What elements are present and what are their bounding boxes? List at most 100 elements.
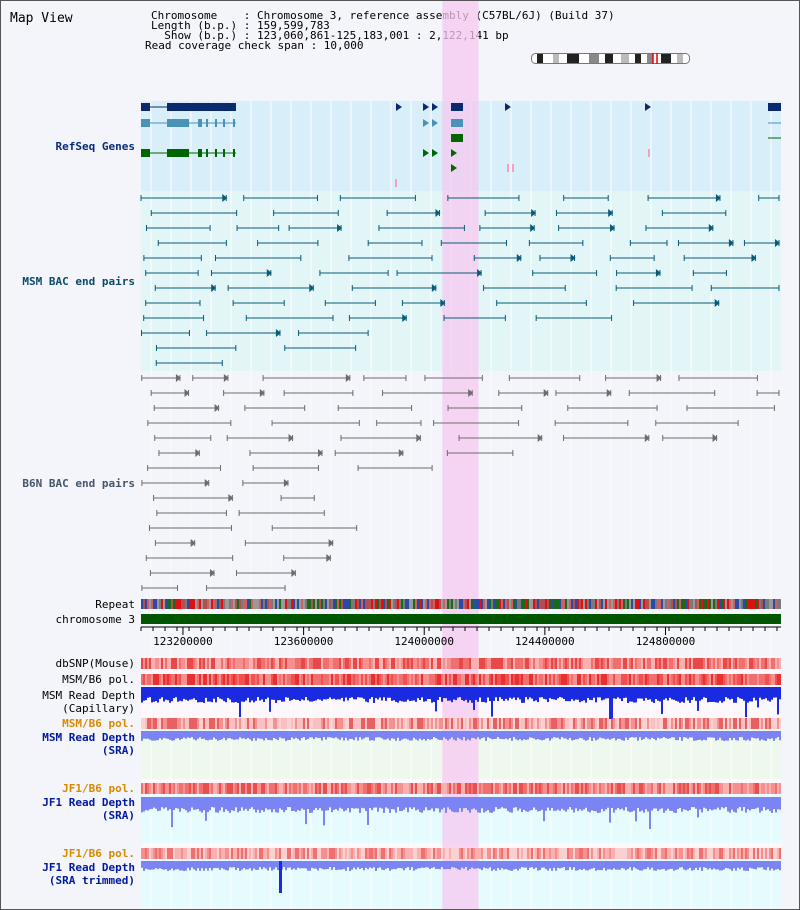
heat-cell xyxy=(433,658,435,669)
heat-cell xyxy=(461,848,463,859)
depth-bar xyxy=(409,687,411,701)
heat-cell xyxy=(497,848,499,859)
heat-cell xyxy=(703,783,705,794)
heat-cell xyxy=(257,783,259,794)
depth-bar xyxy=(299,861,301,869)
heat-cell xyxy=(703,848,705,859)
depth-bar xyxy=(657,731,659,738)
heat-cell xyxy=(571,658,573,669)
depth-bar xyxy=(719,687,721,701)
depth-bar xyxy=(357,731,359,741)
track-label-msm-b6-pol[interactable]: MSM/B6 pol. xyxy=(62,673,135,686)
chromosome-ideogram[interactable] xyxy=(531,53,691,64)
heat-cell xyxy=(141,658,143,669)
heat-cell xyxy=(645,718,647,729)
depth-bar xyxy=(663,731,665,738)
depth-bar xyxy=(151,797,153,809)
depth-bar xyxy=(197,731,199,739)
heat-cell xyxy=(445,848,447,859)
depth-bar xyxy=(493,797,495,812)
heat-cell xyxy=(747,658,749,669)
heat-cell xyxy=(547,848,549,859)
heat-cell xyxy=(239,783,241,794)
heat-cell xyxy=(467,718,469,729)
repeat-element xyxy=(763,599,765,609)
depth-bar xyxy=(745,687,747,718)
heat-cell xyxy=(357,718,359,729)
depth-bar xyxy=(431,861,433,868)
depth-bar xyxy=(757,687,759,708)
depth-bar xyxy=(223,731,225,738)
depth-bar xyxy=(609,687,611,720)
depth-bar xyxy=(609,797,611,823)
depth-bar xyxy=(553,797,555,811)
depth-bar xyxy=(669,797,671,811)
heat-cell xyxy=(517,848,519,859)
track-label-b6n-bac[interactable]: B6N BAC end pairs xyxy=(22,477,135,490)
depth-bar xyxy=(355,731,357,738)
heat-cell xyxy=(521,674,523,685)
heat-cell xyxy=(395,848,397,859)
heat-cell xyxy=(623,783,625,794)
track-label-msm-b6-pol-2[interactable]: MSM/B6 pol. xyxy=(62,717,135,730)
heat-cell xyxy=(681,674,683,685)
heat-cell xyxy=(765,658,767,669)
heat-cell xyxy=(189,718,191,729)
track-label-refseq[interactable]: RefSeq Genes xyxy=(55,140,135,153)
heat-cell xyxy=(669,718,671,729)
heat-cell xyxy=(267,658,269,669)
track-label-msm-bac[interactable]: MSM BAC end pairs xyxy=(22,275,135,288)
depth-bar xyxy=(643,797,645,813)
depth-bar xyxy=(145,861,147,869)
heat-cell xyxy=(393,718,395,729)
depth-bar xyxy=(479,797,481,813)
heat-cell xyxy=(403,658,405,669)
heat-cell xyxy=(461,674,463,685)
depth-bar xyxy=(285,731,287,741)
depth-bar xyxy=(487,861,489,869)
track-label-jf1-b6-pol[interactable]: JF1/B6 pol. xyxy=(62,782,135,795)
depth-bar xyxy=(713,687,715,702)
depth-bar xyxy=(475,731,477,740)
heat-cell xyxy=(283,718,285,729)
depth-bar xyxy=(717,797,719,808)
repeat-element xyxy=(619,599,621,609)
depth-bar xyxy=(269,687,271,712)
depth-bar xyxy=(681,731,683,741)
depth-bar xyxy=(555,861,557,871)
track-label-msm-depth-sra[interactable]: MSM Read Depth (SRA) xyxy=(42,731,135,757)
heat-cell xyxy=(587,783,589,794)
track-label-jf1-depth-trimmed[interactable]: JF1 Read Depth (SRA trimmed) xyxy=(42,861,135,887)
repeat-element xyxy=(143,599,145,609)
heat-cell xyxy=(357,783,359,794)
repeat-element xyxy=(433,599,435,609)
heat-cell xyxy=(371,718,373,729)
depth-bar xyxy=(561,861,563,868)
depth-bar xyxy=(691,861,693,871)
heat-cell xyxy=(651,658,653,669)
bac-arrow xyxy=(398,449,404,457)
depth-bar xyxy=(473,731,475,739)
heat-cell xyxy=(709,658,711,669)
depth-bar xyxy=(319,861,321,868)
track-label-jf1-depth-sra[interactable]: JF1 Read Depth (SRA) xyxy=(42,796,135,822)
heat-cell xyxy=(247,674,249,685)
track-label-msm-depth-capillary[interactable]: MSM Read Depth (Capillary) xyxy=(42,689,135,715)
track-label-repeat[interactable]: Repeat xyxy=(95,598,135,611)
track-label-jf1-b6-pol-2[interactable]: JF1/B6 pol. xyxy=(62,847,135,860)
depth-bar xyxy=(367,861,369,870)
depth-bar xyxy=(189,861,191,871)
depth-bar xyxy=(277,797,279,813)
heat-cell xyxy=(291,718,293,729)
heat-cell xyxy=(179,658,181,669)
depth-bar xyxy=(451,687,453,703)
depth-bar xyxy=(749,861,751,868)
repeat-element xyxy=(779,599,781,609)
depth-bar xyxy=(231,861,233,868)
heat-cell xyxy=(231,718,233,729)
track-label-dbsnp[interactable]: dbSNP(Mouse) xyxy=(55,657,135,670)
depth-bar xyxy=(459,687,461,698)
heat-cell xyxy=(289,658,291,669)
depth-bar xyxy=(581,861,583,870)
